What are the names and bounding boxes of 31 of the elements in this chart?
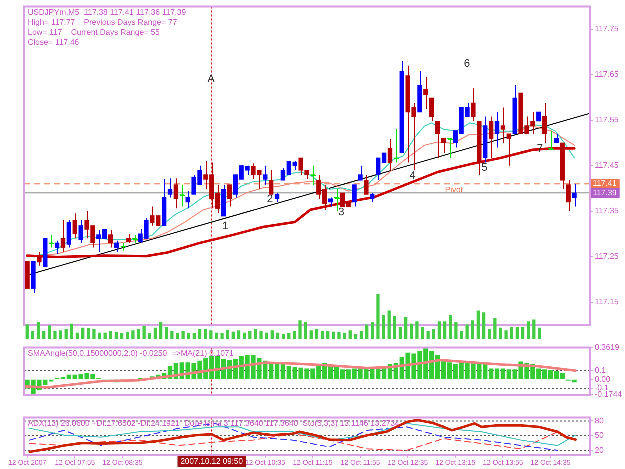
y-tick-label: 117.75 (595, 24, 620, 34)
annotation: 4 (410, 170, 416, 182)
chart-title: SMAAngle(50,0.15000000,2.0) -0.0250 =>MA(21) 0.1071 (28, 349, 234, 358)
annotation: 1 (222, 220, 229, 232)
ref-line-label: 2007.10.12 09:50 (180, 457, 244, 466)
y-tick-label: 80 (595, 416, 604, 426)
y-tick-label: 0.3619 (595, 343, 620, 352)
ref-line-label: Pivot (445, 185, 464, 194)
annotation: High= 117.77 Previous Days Range= 77 (28, 18, 178, 28)
y-tick-label: 50 (595, 431, 604, 440)
annotation: 3 (338, 206, 345, 218)
text: 117.41 (593, 179, 618, 188)
y-tick-label: -0.1744 (595, 390, 623, 400)
y-tick-label: 20 (595, 446, 604, 455)
y-tick-label: 117.45 (595, 161, 620, 170)
y-tick-label: 117.15 (595, 297, 620, 306)
annotation: 2 (267, 194, 274, 206)
y-tick-label: -0.1 (595, 384, 610, 393)
y-tick-label: 117.55 (595, 116, 620, 125)
annotation: Low= 117 Current Days Range= 55 (28, 28, 160, 38)
y-tick-label: 0.00 (595, 374, 612, 384)
annotation: Close= 117.46 (28, 38, 80, 48)
annotation: 5 (482, 162, 488, 174)
chart-title: USDJPYm,M5 117.38 117.41 117.36 117.39 (28, 8, 187, 18)
y-tick-label: 0.1 (595, 366, 607, 376)
y-tick-label: 117.65 (595, 70, 620, 80)
y-tick-label: 117.35 (595, 206, 620, 216)
text: 117.39 (593, 188, 618, 198)
y-tick-label: 117.25 (595, 252, 620, 262)
annotation: A (208, 74, 216, 86)
annotation: 6 (464, 58, 470, 70)
